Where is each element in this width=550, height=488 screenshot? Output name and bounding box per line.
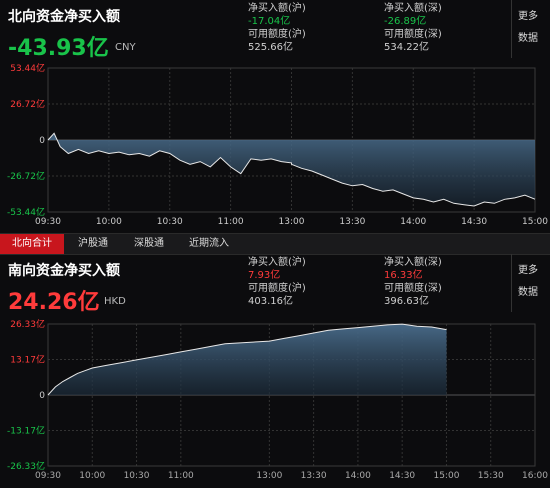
south-x-tick-label: 10:30 (124, 471, 150, 481)
north-currency: CNY (115, 42, 136, 53)
north-more-divider (511, 0, 512, 58)
north-panel: 北向资金净买入额 -43.93亿 CNY 净买入额(沪) -17.04亿 可用额… (0, 0, 550, 233)
north-x-tick-label: 14:30 (461, 217, 487, 227)
north-x-tick-label: 14:00 (400, 217, 426, 227)
tab-recent-inflow[interactable]: 近期流入 (189, 238, 229, 249)
north-x-tick-label: 13:30 (339, 217, 365, 227)
south-data-label: 数据 (518, 287, 538, 298)
south-x-tick-label: 09:30 (35, 471, 61, 481)
north-line (47, 132, 536, 207)
tab-north-total[interactable]: 北向合计 (0, 234, 64, 254)
north-title: 北向资金净买入额 (8, 9, 120, 25)
south-currency: HKD (104, 296, 126, 307)
north-sz-quota-value: 534.22亿 (384, 42, 429, 53)
south-more-data-button[interactable]: 更多 数据 (518, 260, 538, 304)
south-x-tick-label: 10:00 (79, 471, 105, 481)
south-net-value: 24.26亿 (8, 290, 100, 315)
north-more-label: 更多 (518, 11, 538, 22)
south-sz-value: 16.33亿 (384, 270, 423, 281)
north-y-tick-label: 26.72亿 (10, 98, 45, 110)
north-sh-quota-label: 可用额度(沪) (248, 29, 306, 40)
north-sz-value: -26.89亿 (384, 16, 427, 27)
south-y-tick-label: 0 (39, 391, 45, 401)
south-area (48, 324, 447, 395)
south-y-tick-label: 26.33亿 (10, 318, 45, 330)
north-chart: 53.44亿 26.72亿 0 -26.72亿 -53.44亿 09:30 10:00 10… (7, 62, 548, 227)
south-sh-stats: 净买入额(沪) 7.93亿 可用额度(沪) 403.16亿 (248, 256, 306, 308)
north-sz-stats: 净买入额(深) -26.89亿 可用额度(深) 534.22亿 (384, 2, 442, 54)
north-area (48, 133, 535, 206)
south-x-tick-label: 13:00 (256, 471, 282, 481)
tab-bar: 北向合计 沪股通 深股通 近期流入 (0, 233, 550, 255)
north-x-tick-label: 10:00 (96, 217, 122, 227)
south-y-tick-label: -26.33亿 (7, 460, 45, 472)
north-y-tick-label: 0 (39, 136, 45, 146)
north-sz-quota-label: 可用额度(深) (384, 29, 442, 40)
south-sz-quota-value: 396.63亿 (384, 296, 429, 307)
north-x-tick-label: 09:30 (35, 217, 61, 227)
south-y-tick-label: -13.17亿 (7, 425, 45, 437)
north-sh-label: 净买入额(沪) (248, 3, 306, 14)
north-sz-label: 净买入额(深) (384, 3, 442, 14)
south-x-tick-label: 14:00 (345, 471, 371, 481)
south-title: 南向资金净买入额 (8, 263, 120, 279)
south-sh-quota-value: 403.16亿 (248, 296, 293, 307)
south-sh-value: 7.93亿 (248, 270, 281, 281)
north-x-tick-label: 15:00 (522, 217, 548, 227)
south-x-tick-label: 14:30 (389, 471, 415, 481)
north-y-tick-label: -26.72亿 (7, 170, 45, 182)
south-more-divider (511, 254, 512, 312)
north-more-data-button[interactable]: 更多 数据 (518, 6, 538, 50)
south-x-tick-label: 15:30 (478, 471, 504, 481)
south-x-tick-label: 11:00 (168, 471, 194, 481)
south-line (47, 323, 447, 396)
north-sh-stats: 净买入额(沪) -17.04亿 可用额度(沪) 525.66亿 (248, 2, 306, 54)
south-panel: 南向资金净买入额 24.26亿 HKD 净买入额(沪) 7.93亿 可用额度(沪… (0, 254, 550, 488)
south-x-tick-label: 16:00 (522, 471, 548, 481)
north-x-tick-label: 13:00 (279, 217, 305, 227)
north-y-tick-label: -53.44亿 (7, 206, 45, 218)
south-x-tick-label: 13:30 (301, 471, 327, 481)
tab-shanghai-connect[interactable]: 沪股通 (78, 238, 108, 249)
south-sz-quota-label: 可用额度(深) (384, 283, 442, 294)
north-x-tick-label: 10:30 (157, 217, 183, 227)
south-y-tick-label: 13.17亿 (10, 354, 45, 366)
north-data-label: 数据 (518, 33, 538, 44)
south-more-label: 更多 (518, 265, 538, 276)
north-y-tick-label: 53.44亿 (10, 62, 45, 74)
north-sh-value: -17.04亿 (248, 16, 291, 27)
south-sz-label: 净买入额(深) (384, 257, 442, 268)
south-sh-label: 净买入额(沪) (248, 257, 306, 268)
tab-shenzhen-connect[interactable]: 深股通 (134, 238, 164, 249)
south-sh-quota-label: 可用额度(沪) (248, 283, 306, 294)
north-sh-quota-value: 525.66亿 (248, 42, 293, 53)
south-x-tick-label: 15:00 (433, 471, 459, 481)
south-chart: 26.33亿 13.17亿 0 -13.17亿 -26.33亿 09:30 10:00 10… (7, 318, 548, 481)
north-x-tick-label: 11:00 (218, 217, 244, 227)
south-sz-stats: 净买入额(深) 16.33亿 可用额度(深) 396.63亿 (384, 256, 442, 308)
north-net-value: -43.93亿 (8, 36, 109, 61)
